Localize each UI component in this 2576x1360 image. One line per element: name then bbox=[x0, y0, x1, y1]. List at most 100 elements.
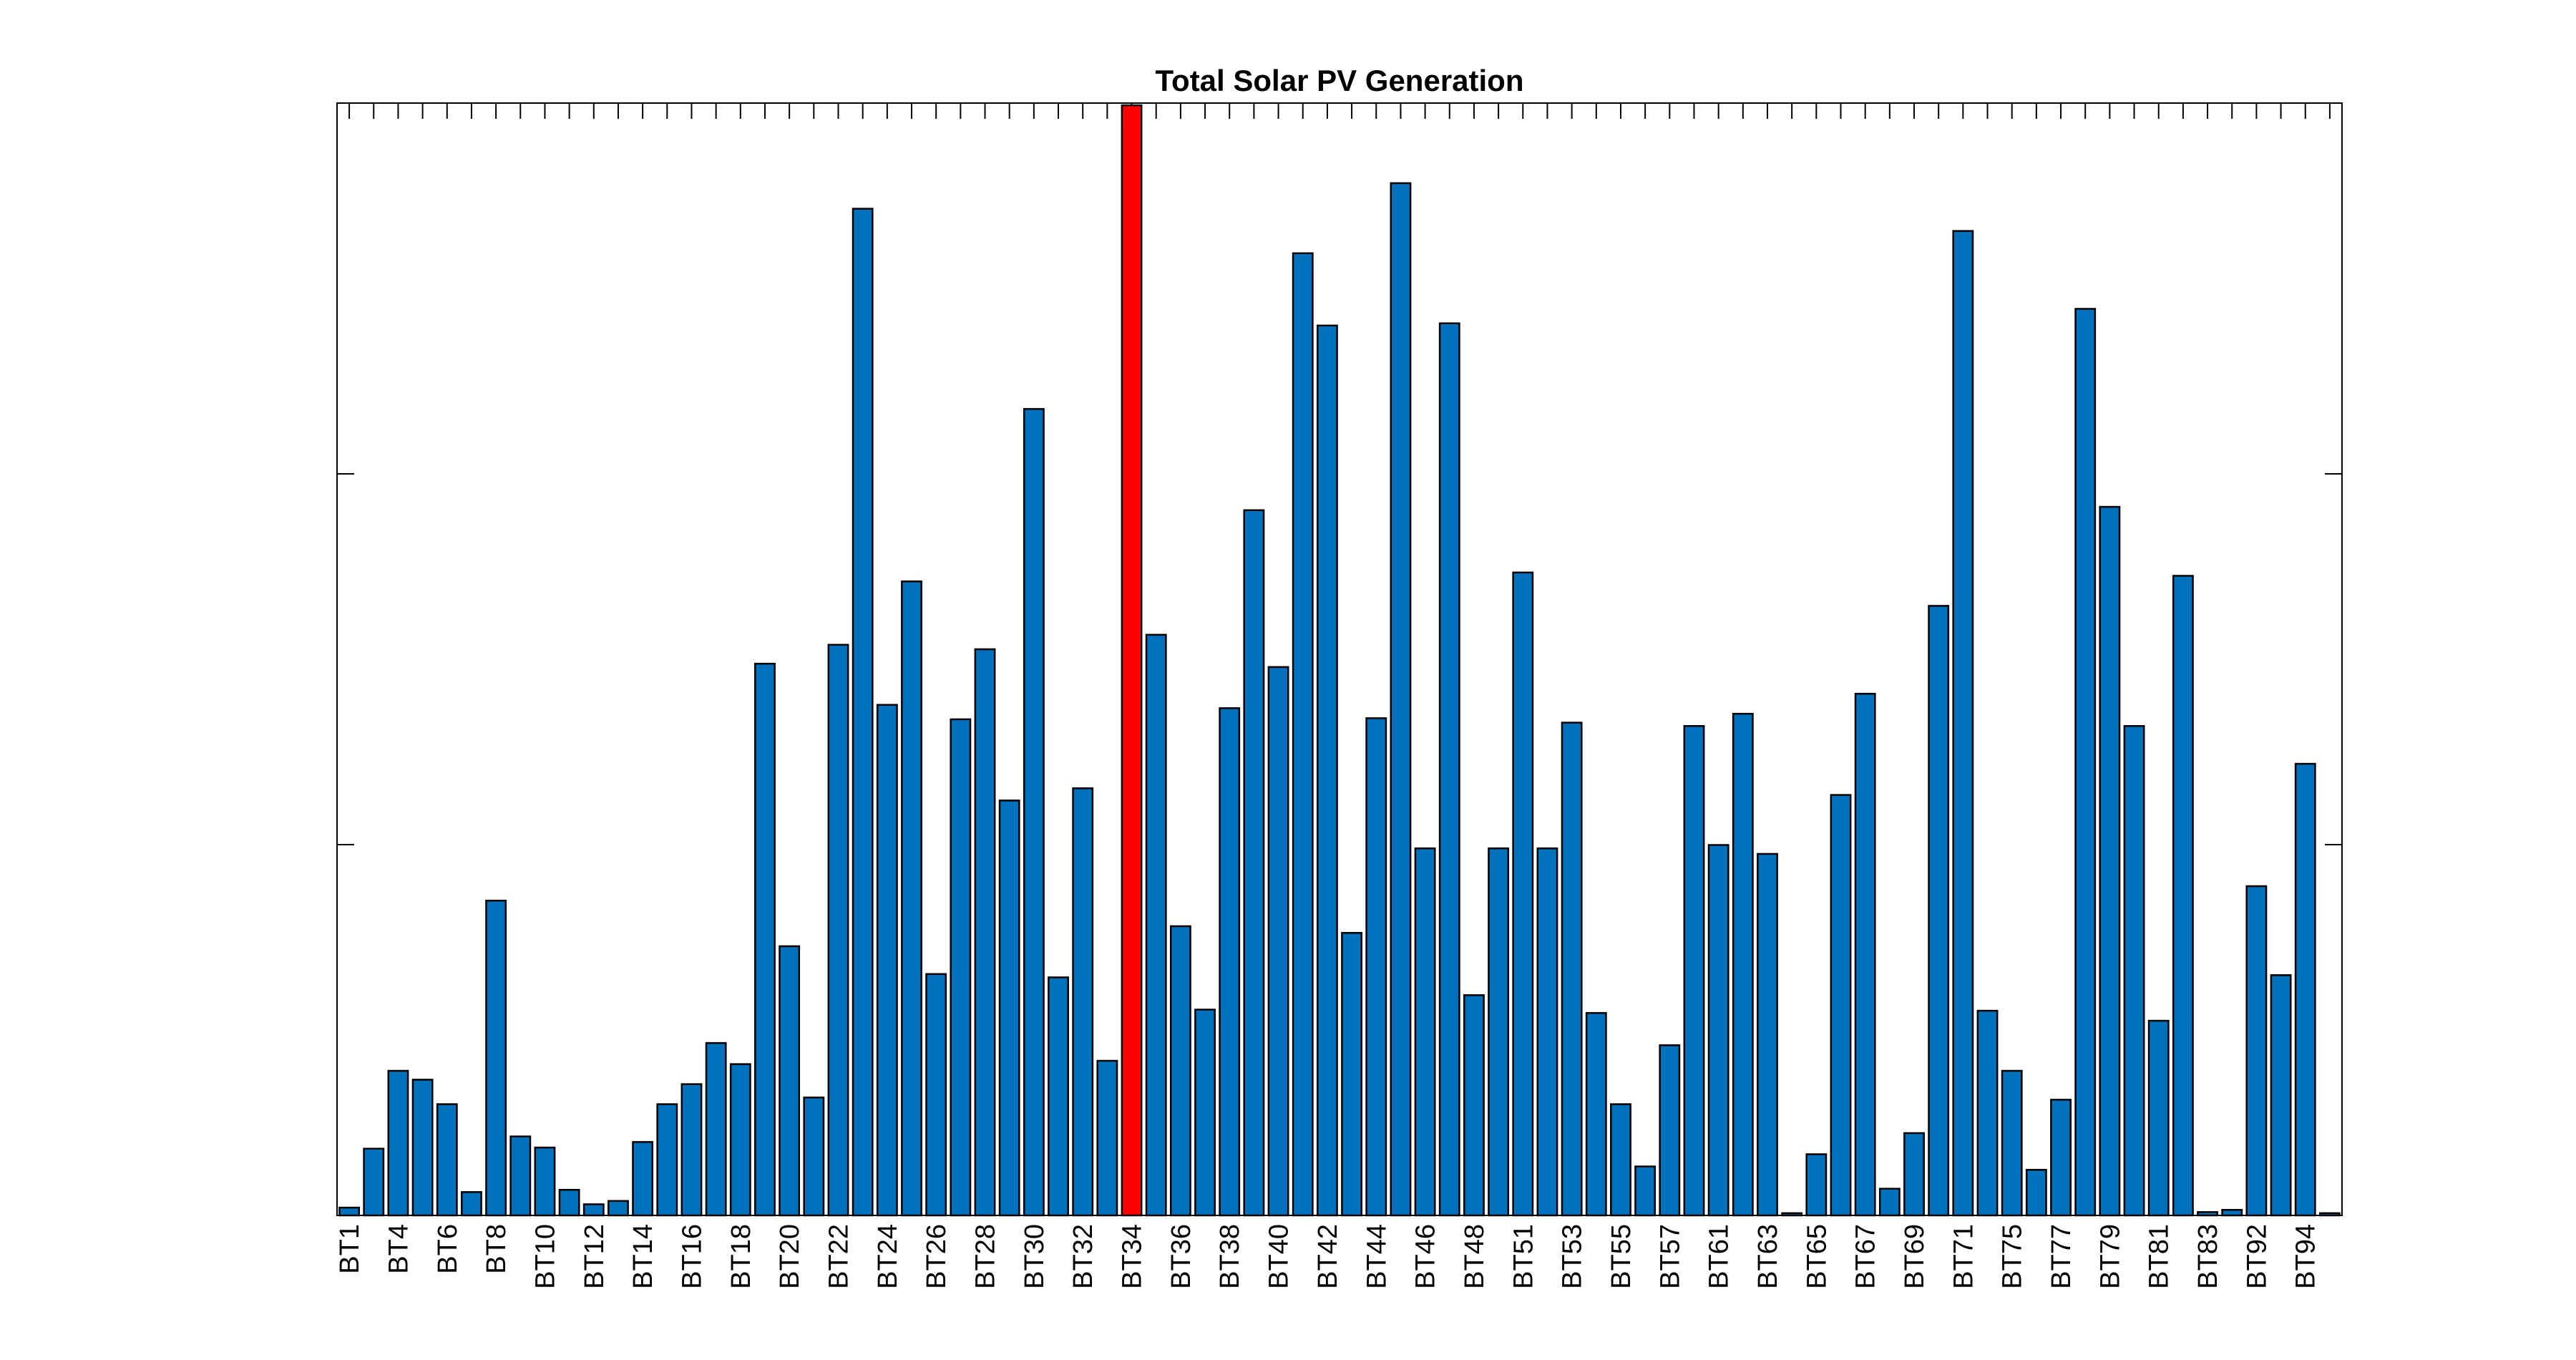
x-tick-label: BT92 bbox=[2242, 1224, 2272, 1289]
bar-bt34 bbox=[1121, 104, 1143, 1217]
bar-bt16 bbox=[680, 1083, 703, 1217]
x-tick-label: BT40 bbox=[1264, 1224, 1294, 1289]
bar-bt54 bbox=[1585, 1011, 1607, 1217]
bar-bt48 bbox=[1463, 994, 1485, 1217]
bar-bt61 bbox=[1707, 844, 1729, 1217]
bar-bt71 bbox=[1952, 230, 1974, 1217]
bar-bt17 bbox=[705, 1041, 727, 1217]
bar-bt7 bbox=[461, 1191, 482, 1217]
x-tick-label: BT32 bbox=[1068, 1224, 1098, 1289]
x-tick-label: BT57 bbox=[1655, 1224, 1685, 1289]
x-tick-label: BT83 bbox=[2193, 1224, 2223, 1289]
bar-bt41 bbox=[1292, 252, 1314, 1217]
x-tick-label: BT28 bbox=[971, 1224, 1001, 1289]
x-tick-label: BT55 bbox=[1606, 1224, 1636, 1289]
bar-bt46 bbox=[1414, 847, 1436, 1217]
x-tick-label: BT81 bbox=[2145, 1224, 2175, 1289]
bar-bt47 bbox=[1438, 322, 1460, 1217]
x-tick-label: BT79 bbox=[2095, 1224, 2125, 1289]
bar-bt21 bbox=[803, 1097, 825, 1217]
bar-bt15 bbox=[656, 1103, 678, 1217]
bar-bt39 bbox=[1243, 509, 1265, 1217]
x-tick-label: BT69 bbox=[1900, 1224, 1930, 1289]
bar-bt35 bbox=[1145, 633, 1167, 1217]
bar-bt25 bbox=[901, 580, 922, 1217]
x-tick-labels: BT1 BT4 BT6 BT8 BT10 BT12 BT14 BT16 BT18 BT20 BT22… bbox=[335, 1224, 2321, 1289]
x-tick-label: BT14 bbox=[628, 1224, 658, 1289]
bar-bt77 bbox=[2050, 1099, 2072, 1217]
bar-bt69 bbox=[1903, 1132, 1925, 1217]
bar-bt49 bbox=[1488, 847, 1510, 1217]
bar-bt31 bbox=[1048, 976, 1069, 1217]
bar-bt37 bbox=[1194, 1009, 1216, 1217]
x-tick-label: BT36 bbox=[1166, 1224, 1196, 1289]
bar-bt19 bbox=[754, 662, 776, 1217]
bar-bt51 bbox=[1512, 571, 1534, 1217]
bar-bt60 bbox=[1683, 724, 1705, 1217]
bar-bt80 bbox=[2123, 724, 2145, 1217]
bar-bt75 bbox=[2001, 1069, 2023, 1217]
bar-bt65 bbox=[1805, 1153, 1828, 1217]
bar-bt53 bbox=[1561, 722, 1583, 1217]
x-tick-label: BT44 bbox=[1362, 1224, 1392, 1289]
x-tick-label: BT12 bbox=[580, 1224, 610, 1289]
chart-title: Total Solar PV Generation bbox=[1156, 64, 1524, 97]
bar-bt23 bbox=[852, 208, 874, 1217]
bar-bt63 bbox=[1757, 853, 1778, 1217]
x-tick-label: BT18 bbox=[726, 1224, 756, 1289]
bar-bt70 bbox=[1928, 605, 1950, 1217]
plot-frame bbox=[336, 102, 2343, 1216]
bar-bt94 bbox=[2294, 762, 2316, 1217]
bar-bt2 bbox=[363, 1147, 385, 1217]
bar-bt68 bbox=[1878, 1187, 1901, 1217]
bar-bt30 bbox=[1023, 408, 1045, 1217]
bars bbox=[338, 104, 2341, 1217]
bar-bt5 bbox=[411, 1079, 434, 1217]
x-tick-label: BT1 bbox=[335, 1224, 365, 1274]
bar-bt62 bbox=[1732, 712, 1754, 1217]
bar-bt45 bbox=[1390, 182, 1412, 1217]
x-tick-label: BT42 bbox=[1313, 1224, 1343, 1289]
bar-bt93 bbox=[2270, 974, 2292, 1217]
bar-bt13 bbox=[608, 1200, 629, 1217]
x-tick-label: BT75 bbox=[1998, 1224, 2028, 1289]
x-tick-label: BT24 bbox=[873, 1224, 903, 1289]
x-tick-label: BT34 bbox=[1118, 1224, 1148, 1289]
bar-bt32 bbox=[1072, 787, 1094, 1217]
bar-bt24 bbox=[876, 704, 898, 1217]
bar-bt43 bbox=[1341, 932, 1363, 1217]
x-tick-label: BT94 bbox=[2291, 1224, 2321, 1289]
x-tick-label: BT38 bbox=[1215, 1224, 1245, 1289]
x-tick-label: BT20 bbox=[775, 1224, 805, 1289]
x-tick-label: BT46 bbox=[1411, 1224, 1441, 1289]
x-tick-label: BT51 bbox=[1508, 1224, 1538, 1289]
bar-bt52 bbox=[1536, 847, 1558, 1217]
bar-bt55 bbox=[1610, 1103, 1631, 1217]
x-tick-label: BT65 bbox=[1802, 1224, 1832, 1289]
bar-bt4 bbox=[387, 1069, 409, 1217]
bar-bt66 bbox=[1830, 794, 1852, 1217]
bar-bt8 bbox=[485, 899, 507, 1217]
bar-bt78 bbox=[2074, 308, 2097, 1217]
bar-bt1 bbox=[338, 1206, 361, 1217]
bar-bt84 bbox=[2221, 1208, 2243, 1217]
bar-bt56 bbox=[1634, 1165, 1657, 1217]
x-tick-label: BT77 bbox=[2046, 1224, 2077, 1289]
bar-bt79 bbox=[2099, 505, 2121, 1217]
x-tick-label: BT67 bbox=[1851, 1224, 1881, 1289]
x-tick-label: BT53 bbox=[1558, 1224, 1588, 1289]
bar-bt38 bbox=[1219, 707, 1241, 1217]
x-tick-label: BT4 bbox=[384, 1224, 414, 1274]
bar-bt42 bbox=[1316, 324, 1338, 1217]
bar-bt40 bbox=[1267, 666, 1289, 1217]
bar-bt11 bbox=[558, 1189, 580, 1217]
x-tick-label: BT6 bbox=[433, 1224, 463, 1274]
x-tick-label: BT71 bbox=[1948, 1224, 1979, 1289]
x-tick-label: BT16 bbox=[677, 1224, 707, 1289]
bar-bt82 bbox=[2172, 575, 2194, 1217]
bar-bt10 bbox=[534, 1146, 556, 1217]
bar-bt12 bbox=[582, 1203, 605, 1217]
bar-bt6 bbox=[436, 1103, 458, 1217]
bar-bt44 bbox=[1365, 717, 1387, 1217]
